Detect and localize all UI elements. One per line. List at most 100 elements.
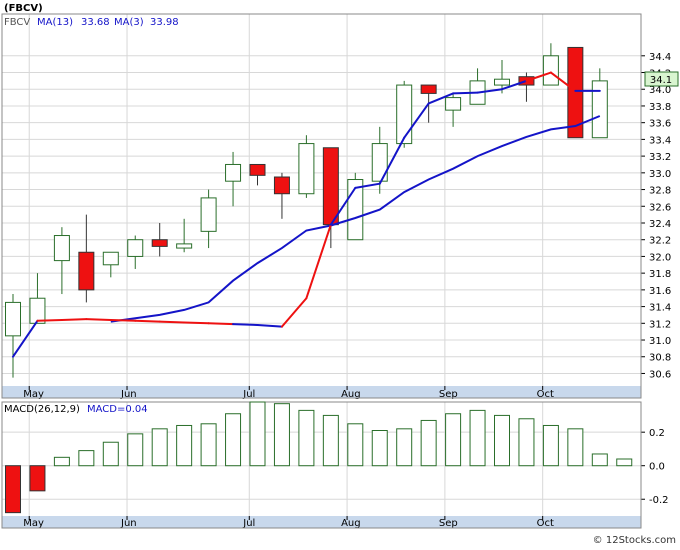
macd-month-label: Jul <box>242 518 255 529</box>
macd-bar-negative <box>29 465 46 492</box>
price-ytick-label: 31.2 <box>649 319 671 330</box>
site-credit: © 12Stocks.com <box>593 535 676 546</box>
ma3-line-segment <box>256 323 283 328</box>
ma3-line-segment <box>183 321 210 325</box>
price-ytick-label: 31.8 <box>649 269 671 280</box>
macd-bar-positive <box>102 441 119 467</box>
chart-title: (FBCV) <box>4 3 43 14</box>
candle-body-up <box>5 301 21 337</box>
ma3-line-segment <box>207 322 235 326</box>
macd-month-label: Aug <box>341 518 361 529</box>
ma3-line-segment <box>452 91 479 95</box>
macd-bar-negative <box>5 465 21 514</box>
candle-body-up <box>29 297 46 324</box>
price-frame <box>1 13 642 399</box>
price-ytick-label: 31.0 <box>649 336 671 347</box>
last-price-label: 34.1 <box>650 75 672 86</box>
candle <box>53 227 70 295</box>
price-month-label: Aug <box>341 389 361 400</box>
ma3-line-segment <box>476 88 503 94</box>
price-ytick-label: 33.6 <box>649 119 671 130</box>
price-xaxis-band <box>2 386 641 398</box>
ma3-line-segment <box>12 319 39 358</box>
candle <box>347 172 364 241</box>
macd-panel: -0.2 0.0 0.2 May Jun Jul Aug Sep Oct <box>1 401 669 529</box>
candle <box>78 214 95 303</box>
candle-body-up <box>494 78 510 86</box>
candle <box>542 43 559 86</box>
macd-bar-positive <box>249 401 266 467</box>
macd-bar-positive <box>518 418 535 467</box>
ma3-line-segment <box>329 186 357 226</box>
candle-body-up <box>542 55 559 86</box>
ma3-line-segment <box>158 320 186 324</box>
legend-macd-value: MACD=0.04 <box>87 404 148 415</box>
candle-body-down <box>151 239 168 247</box>
macd-month-label: May <box>23 518 44 529</box>
ma3-line-segment <box>427 92 455 105</box>
macd-bar-positive <box>591 453 608 467</box>
price-ytick-label: 32.0 <box>649 252 671 263</box>
macd-frame <box>1 401 642 529</box>
legend-ma13-label: MA(13) <box>37 17 73 28</box>
price-ytick-label: 33.4 <box>649 135 671 146</box>
price-ytick-label: 34.0 <box>649 85 671 96</box>
macd-bar-positive <box>78 450 95 467</box>
legend-fbcv: FBCV <box>4 17 30 28</box>
macd-ytick-label: -0.2 <box>649 495 669 506</box>
candle <box>494 59 510 94</box>
ma3-line-segment <box>501 79 528 91</box>
candle <box>445 93 462 127</box>
legend-macd: MACD(26,12,9) <box>4 404 80 415</box>
ma3-line-segment <box>403 102 430 139</box>
candle-body-down <box>273 176 290 195</box>
candle-body-down <box>249 163 266 176</box>
candle-body-up <box>176 243 193 249</box>
ma3-line-segment <box>354 182 381 189</box>
price-ytick-label: 30.8 <box>649 353 671 364</box>
price-ytick-label: 34.4 <box>649 52 671 63</box>
macd-bar-positive <box>322 414 339 467</box>
price-ytick-label: 33.2 <box>649 152 671 163</box>
price-ytick-label: 32.4 <box>649 219 671 230</box>
ma3-line-segment <box>134 319 161 323</box>
ma3-line-segment <box>305 223 332 300</box>
macd-bar-positive <box>273 403 290 467</box>
ma3-line-segment <box>525 71 552 82</box>
candle-body-down <box>420 84 437 94</box>
ma3-line-segment <box>378 136 406 185</box>
macd-bar-positive <box>371 430 388 467</box>
macd-bar-positive <box>420 419 437 467</box>
candle <box>322 147 339 249</box>
candle <box>273 172 290 219</box>
price-ytick-label: 33.0 <box>649 169 671 180</box>
macd-bar-positive <box>298 409 315 467</box>
legend-ma3-value: 33.98 <box>150 17 179 28</box>
candle <box>591 68 608 139</box>
macd-bar-positive <box>542 424 559 467</box>
candle-body-up <box>53 235 70 262</box>
candle-body-up <box>591 80 608 139</box>
candle-body-up <box>127 239 144 257</box>
candle <box>102 251 119 278</box>
price-month-label: Sep <box>439 389 458 400</box>
candle <box>200 189 217 249</box>
candle-body-up <box>298 143 315 195</box>
ma13-line <box>110 115 601 323</box>
candle-body-up <box>371 143 388 182</box>
candle <box>176 218 193 253</box>
ma3-line-segment <box>549 71 577 92</box>
macd-bar-positive <box>127 433 144 467</box>
price-ytick-label: 32.8 <box>649 186 671 197</box>
candle-body-down <box>78 251 95 291</box>
macd-bar-positive <box>445 413 462 467</box>
ma3-line-segment <box>60 318 88 321</box>
macd-bar-positive <box>494 414 510 467</box>
legend-ma13-value: 33.68 <box>81 17 110 28</box>
ma3-line-segment <box>85 318 112 321</box>
price-ytick-label: 31.6 <box>649 286 671 297</box>
macd-bar-positive <box>396 428 413 467</box>
candle <box>29 273 46 324</box>
